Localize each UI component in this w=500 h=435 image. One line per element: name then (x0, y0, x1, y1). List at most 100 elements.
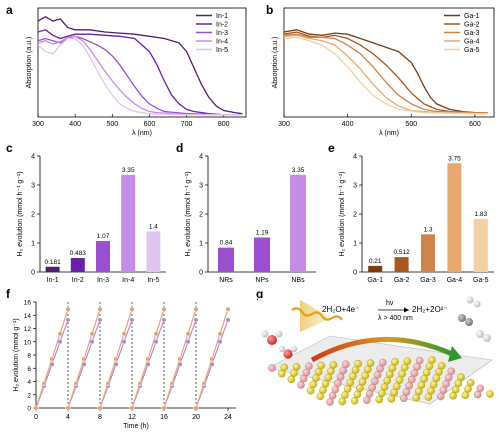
y-tick-label: 2 (199, 212, 203, 219)
y-tick-label: 4 (31, 154, 35, 161)
x-tick-label: NRs (219, 277, 233, 284)
lattice-atom (329, 361, 338, 369)
y-tick-label: 10 (24, 339, 32, 346)
water-molecule (261, 330, 283, 345)
y-tick-label: 14 (24, 313, 32, 320)
x-tick-label: 400 (69, 121, 81, 128)
bar-ga-5 (473, 218, 488, 272)
data-point (225, 306, 231, 312)
x-tick-label: In-1 (47, 277, 59, 284)
lattice-atom (336, 373, 345, 381)
chart-d: 0 1 2 3 4 H₂ evolution (mmol h⁻¹ g⁻¹) 0.84 NRs 1… (185, 154, 316, 284)
x-tick-label: 300 (278, 121, 290, 128)
series-line-ga-2 (283, 31, 488, 114)
lattice-atom (302, 368, 311, 377)
lattice-atom (346, 378, 354, 387)
lattice-atom (356, 384, 364, 392)
panel-label-a: a (6, 3, 13, 17)
lattice-atom (375, 395, 383, 404)
x-tick-label: Ga-4 (447, 277, 463, 284)
data-point (129, 405, 135, 411)
x-tick-label: NBs (291, 277, 305, 284)
reaction-condition: λ > 400 nm (378, 315, 413, 322)
data-point (193, 317, 199, 323)
bar-value-label: 1.19 (256, 229, 269, 236)
x-axis-label: λ (nm) (379, 130, 399, 137)
lattice-atom (287, 375, 296, 384)
panel-label-c: c (6, 141, 13, 155)
x-tick-label: 500 (106, 121, 118, 128)
bar-nrs (218, 247, 234, 272)
panel-label-f: f (6, 287, 11, 301)
lattice-atom (368, 383, 376, 392)
x-tick-label: Ga-1 (367, 277, 383, 284)
lattice-atom (386, 370, 394, 379)
lattice-atom (353, 390, 362, 399)
y-tick-label: 1 (31, 241, 35, 248)
y-tick-label: 3 (353, 183, 357, 190)
data-point (169, 380, 175, 387)
data-point (97, 306, 103, 312)
y-tick-label: 8 (27, 353, 31, 360)
data-point (121, 331, 127, 337)
lattice-atom (476, 384, 485, 393)
lattice-atom (280, 363, 289, 372)
lattice-atom (317, 361, 325, 370)
lattice-atoms (268, 356, 494, 406)
lattice-atom (297, 381, 305, 389)
lattice-atom (327, 367, 335, 375)
lattice-atom (343, 385, 352, 393)
bar-value-label: 0.512 (393, 249, 410, 256)
x-tick-label: 700 (181, 121, 193, 128)
lattice-atom (400, 394, 408, 403)
lattice-atom (410, 369, 419, 377)
y-axis-label: Absorption (a.u.) (26, 37, 33, 89)
data-point (193, 405, 199, 411)
lattice-atom (371, 377, 379, 386)
lattice-atom (402, 388, 411, 396)
data-point (57, 331, 63, 337)
hydrogen-molecule (466, 296, 481, 308)
lattice-atom (321, 380, 330, 388)
bar-value-label: 0.181 (44, 259, 61, 266)
plot-frame (283, 7, 495, 118)
chart-c: 0 1 2 3 4 H₂ evolution (mmol h⁻¹ g⁻¹) 0.181 In-… (17, 154, 166, 284)
lattice-atom (292, 363, 301, 371)
lattice-atom (324, 373, 333, 382)
data-point (105, 380, 111, 387)
lattice-atom (413, 363, 421, 371)
lattice-atom (461, 391, 470, 399)
hydrogen-molecule (476, 330, 491, 342)
chart-b: 300 400 500 600 λ (nm) Absorption (a.u.) Ga-1 G… (272, 7, 495, 137)
y-tick-label: 4 (353, 154, 357, 161)
bar-in-1 (45, 266, 60, 272)
lattice-atom (415, 356, 424, 365)
data-point (97, 317, 103, 323)
bar-in-5 (146, 231, 161, 272)
lattice-atom (365, 390, 374, 398)
x-tick-label: In-5 (147, 277, 159, 284)
lattice-atom (387, 395, 396, 403)
bar-value-label: 1.3 (423, 226, 432, 233)
lattice-atom (439, 386, 448, 394)
lattice-atom (328, 391, 337, 400)
reaction-energy: hν (386, 300, 394, 307)
bar-value-label: 3.75 (448, 155, 461, 162)
data-point (161, 317, 167, 323)
light-beam (300, 300, 332, 332)
legend-label: Ga-1 (464, 13, 480, 20)
x-tick-label: 800 (218, 121, 230, 128)
lattice-atom (358, 378, 367, 386)
series-line-ga-1 (283, 29, 488, 114)
y-tick-label: 2 (353, 212, 357, 219)
y-tick-label: 0 (31, 270, 35, 277)
y-axis-label: H₂ evolution (mmol g⁻¹) (13, 318, 20, 391)
panel-label-d: d (176, 141, 183, 155)
reaction-reactants: 2H₂O+4e⁻ (322, 305, 359, 314)
charge-transfer-arrow (310, 336, 454, 363)
data-point (81, 356, 87, 362)
x-tick-label: 600 (144, 121, 156, 128)
legend-label: In-5 (216, 47, 228, 54)
